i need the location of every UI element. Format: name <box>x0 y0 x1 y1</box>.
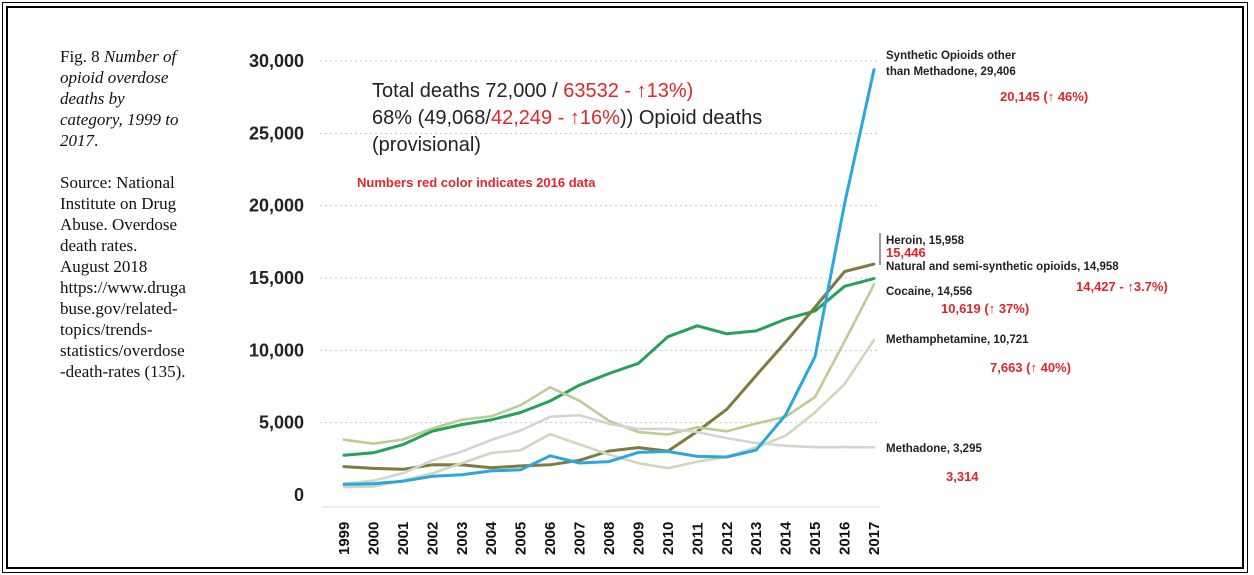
y-tick-label: 30,000 <box>249 51 304 71</box>
figure-label: Fig. 8 <box>60 47 100 66</box>
x-axis-ticks: 1999 2000 2001 2002 2003 2004 2005 2006 2007 2008… <box>336 521 883 555</box>
y-tick-label: 25,000 <box>249 123 304 143</box>
x-tick-label: 2017 <box>866 522 883 555</box>
series-line-synthetic <box>342 68 876 486</box>
x-tick-label: 2000 <box>365 522 382 555</box>
y-tick-label: 15,000 <box>249 268 304 288</box>
label-methamphetamine-2016: 7,663 (↑ 40%) <box>990 360 1071 375</box>
x-tick-label: 2006 <box>542 522 559 555</box>
series-line-meth <box>342 338 876 489</box>
x-tick-label: 2010 <box>660 522 677 555</box>
label-synthetic-2016: 20,145 (↑ 46%) <box>1000 89 1088 104</box>
label-cocaine: Cocaine, 14,556 <box>886 286 972 298</box>
annotation-line-1: Total deaths 72,000 / 63532 - ↑13%) <box>372 80 693 102</box>
x-tick-label: 2011 <box>689 522 706 555</box>
x-tick-label: 2012 <box>719 522 736 555</box>
figure-source: Source: National Institute on Drug Abuse… <box>60 173 186 381</box>
x-tick-label: 2008 <box>601 522 618 555</box>
x-tick-label: 2003 <box>454 522 471 555</box>
x-tick-label: 2002 <box>424 522 441 555</box>
x-tick-label: 2013 <box>748 522 765 555</box>
label-natural: Natural and semi-synthetic opioids, 14,9… <box>886 261 1119 273</box>
x-tick-label: 2015 <box>807 522 824 555</box>
y-tick-label: 5,000 <box>259 413 304 433</box>
x-tick-label: 2007 <box>572 522 589 555</box>
label-methadone-2016: 3,314 <box>946 469 979 484</box>
inner-border <box>6 6 1244 569</box>
annotation-opioid-2016: 42,249 - ↑16% <box>491 107 620 129</box>
x-tick-label: 2016 <box>837 522 854 555</box>
series-line-cocaine <box>342 283 876 446</box>
series-line-natural <box>342 277 876 457</box>
annotation-line-3: (provisional) <box>372 134 481 156</box>
y-axis-ticks: 0 5,000 10,000 15,000 20,000 25,000 30,000 <box>249 51 304 505</box>
x-tick-label: 1999 <box>336 522 353 555</box>
caption-title-block: Fig. 8 Number of opioid overdose deaths … <box>60 46 188 151</box>
annotation-opioid-share: 68% (49,068/ <box>372 107 491 129</box>
label-heroin: Heroin, 15,958 <box>886 235 965 247</box>
series-lines <box>342 68 876 489</box>
label-natural-2016: 14,427 - ↑3.7%) <box>1076 279 1168 294</box>
grid-lines <box>320 60 880 508</box>
x-tick-label: 2004 <box>483 521 500 555</box>
label-methadone: Methadone, 3,295 <box>886 443 982 455</box>
figure-caption: Fig. 8 Number of opioid overdose deaths … <box>60 46 188 382</box>
annotation-red-note: Numbers red color indicates 2016 data <box>357 175 596 190</box>
annotation-total-2016: 63532 - ↑13%) <box>563 80 693 102</box>
label-heroin-2016: 15,446 <box>886 245 926 260</box>
figure-title: Number of opioid overdose deaths by cate… <box>60 47 179 150</box>
x-tick-label: 2014 <box>778 521 795 555</box>
y-tick-label: 10,000 <box>249 340 304 360</box>
label-methamphetamine: Methamphetamine, 10,721 <box>886 334 1029 346</box>
series-line-heroin <box>342 262 876 471</box>
annotation-line-2: 68% (49,068/42,249 - ↑16%)) Opioid death… <box>372 107 762 129</box>
label-synthetic-line-1: Synthetic Opioids other <box>886 50 1016 62</box>
y-tick-label: 20,000 <box>249 196 304 216</box>
series-line-methadone <box>342 413 876 486</box>
y-tick-label: 0 <box>294 485 304 505</box>
figure-title-period: . <box>94 131 99 150</box>
label-cocaine-2016: 10,619 (↑ 37%) <box>941 301 1029 316</box>
x-tick-label: 2009 <box>630 522 647 555</box>
label-natural-2016-change: - ↑3.7%) <box>1116 279 1168 294</box>
label-synthetic-line-2: than Methadone, 29,406 <box>886 66 1016 78</box>
x-tick-label: 2001 <box>395 522 412 555</box>
x-tick-label: 2005 <box>513 522 530 555</box>
annotation-total-deaths: Total deaths 72,000 / <box>372 80 563 102</box>
annotation-opioid-label: )) Opioid deaths <box>620 107 762 129</box>
label-natural-2016-value: 14,427 <box>1076 279 1116 294</box>
